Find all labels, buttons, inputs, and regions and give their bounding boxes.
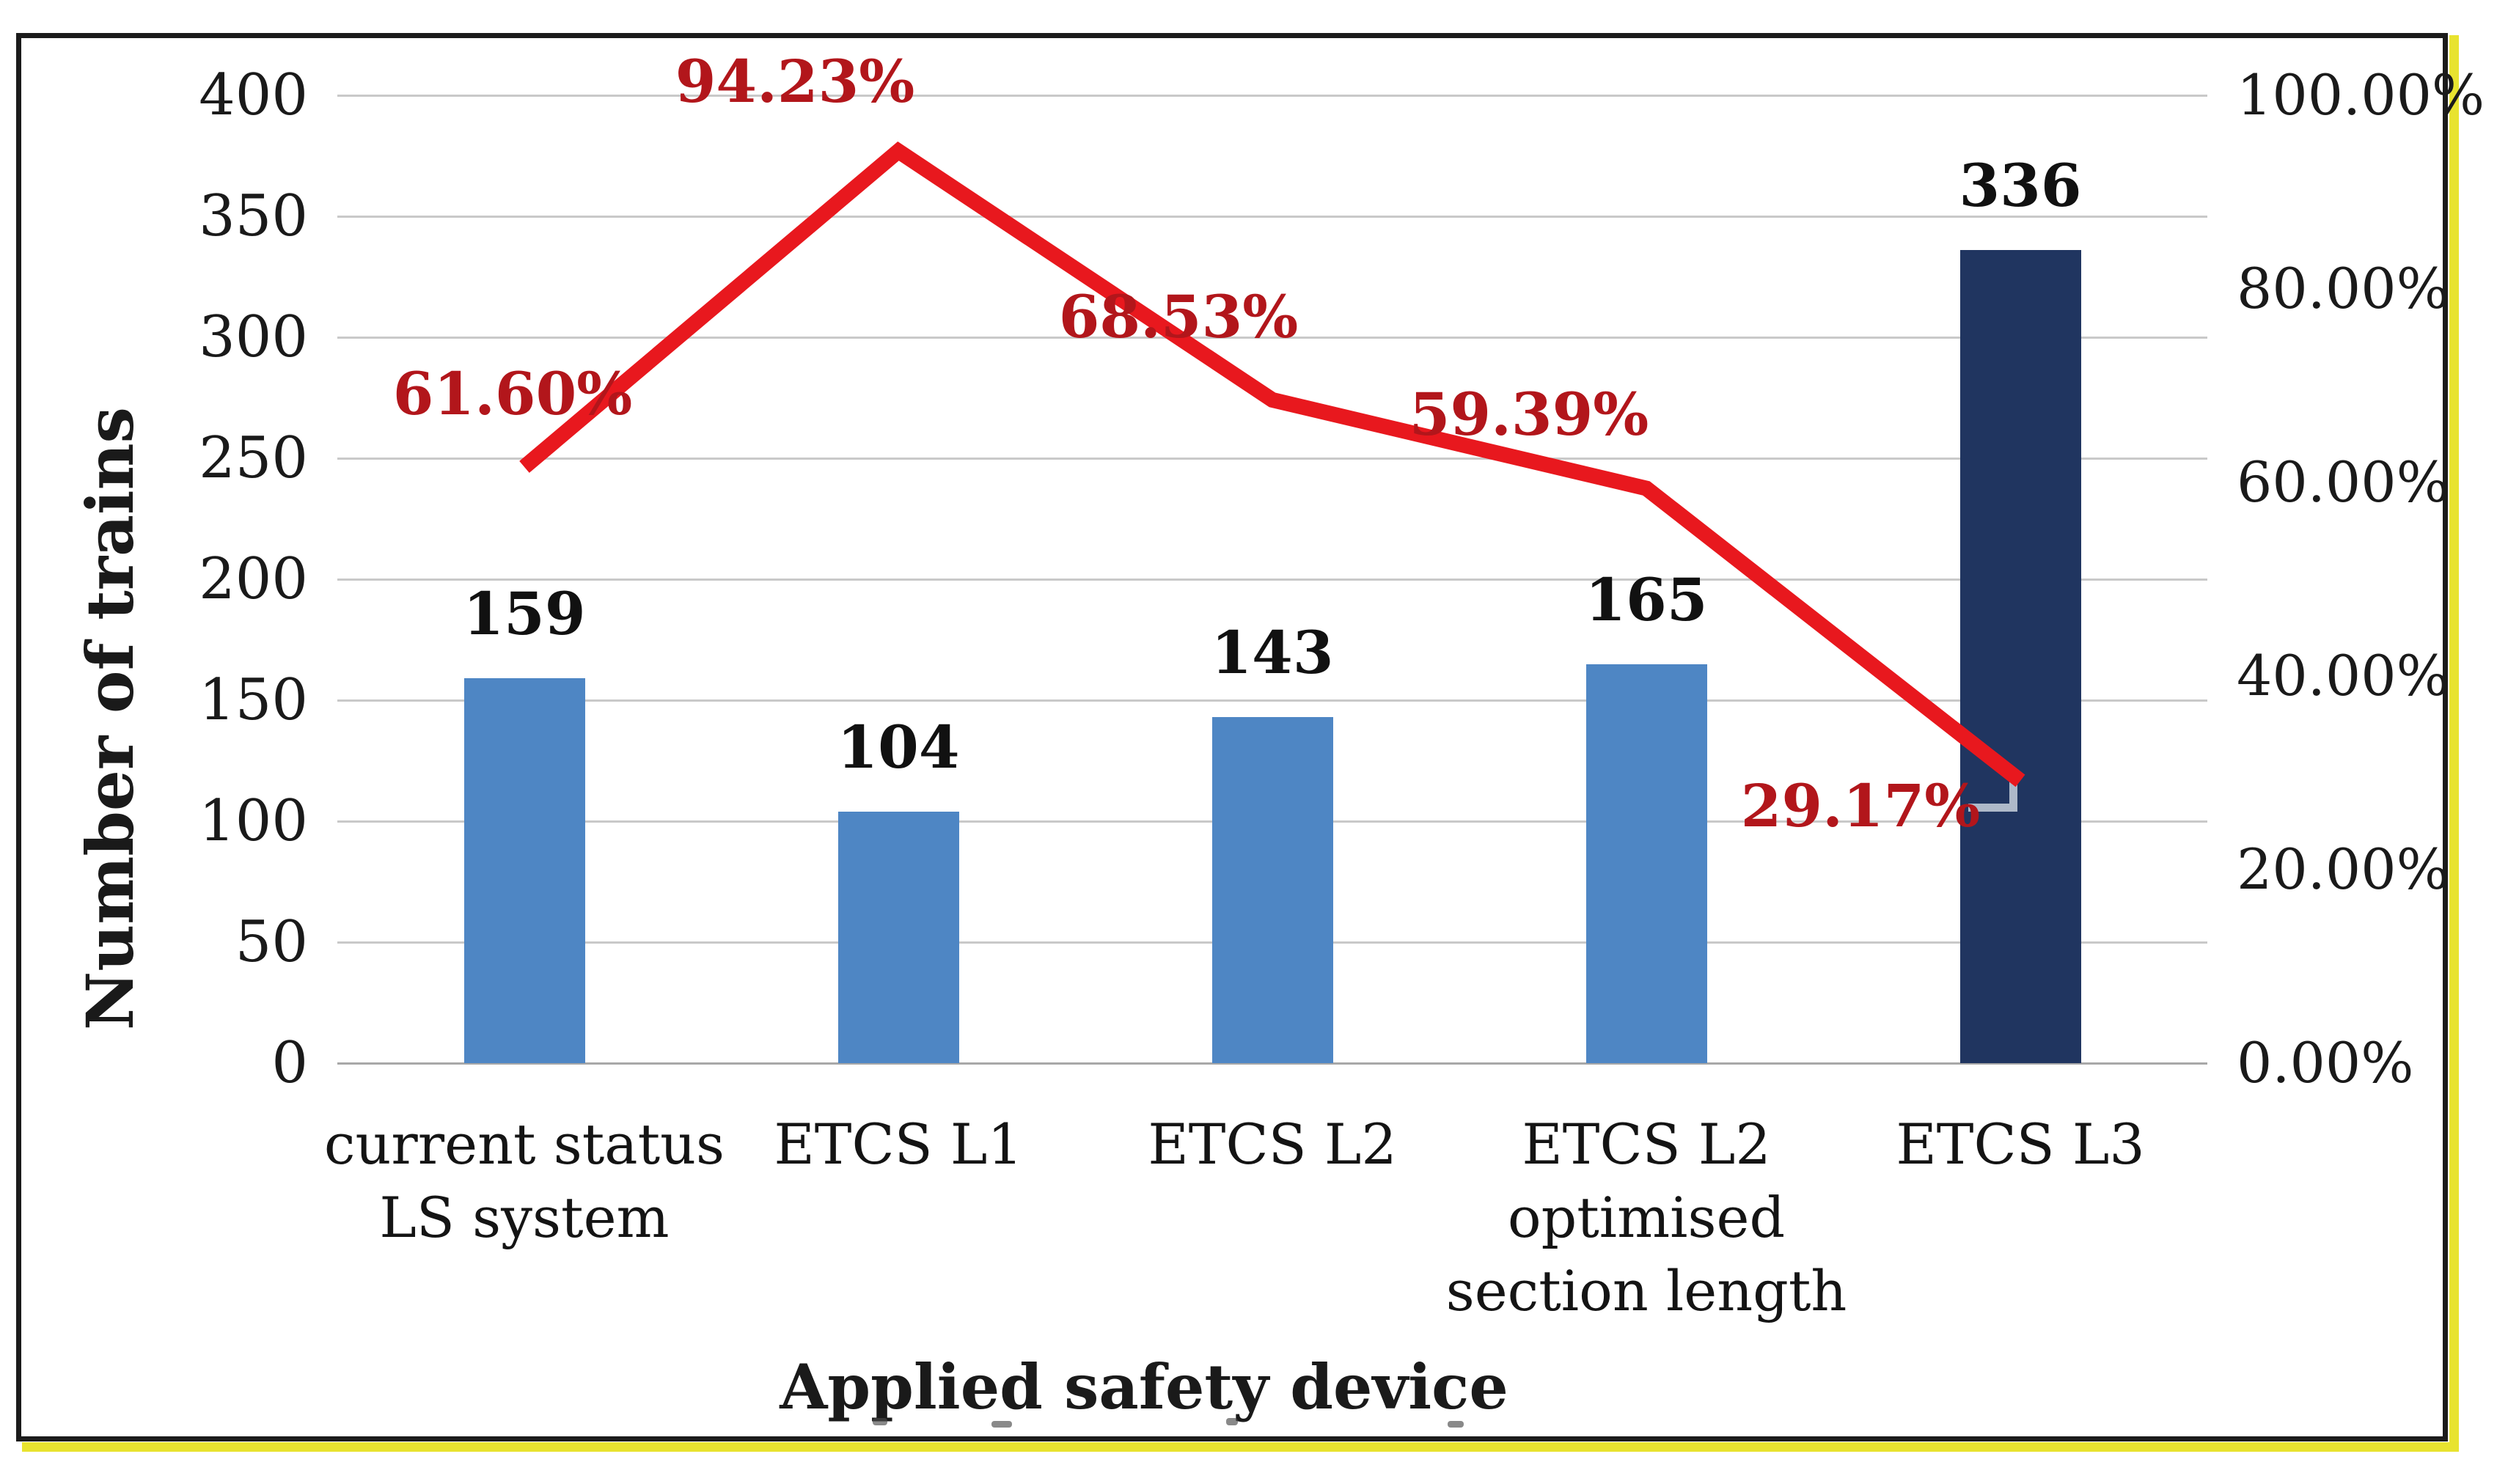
- chart-border-frame: [16, 33, 2448, 1441]
- left-axis-tick-label: 200: [199, 546, 308, 612]
- line-end-marker-icon: [1968, 777, 2017, 812]
- category-label: optimised: [1507, 1185, 1786, 1250]
- right-axis-tick-label: 0.00%: [2237, 1030, 2414, 1095]
- bar-value-label: 104: [837, 712, 960, 782]
- gridline: [337, 457, 2207, 460]
- percent-data-label: 59.39%: [1409, 380, 1649, 449]
- right-axis-tick-label: 20.00%: [2237, 837, 2449, 902]
- percent-data-label: 29.17%: [1740, 771, 1981, 840]
- category-label: ETCS L2: [1522, 1112, 1771, 1177]
- gridline: [337, 699, 2207, 702]
- gridline: [337, 94, 2207, 97]
- right-axis-tick-label: 40.00%: [2237, 643, 2449, 708]
- category-label: LS system: [379, 1185, 670, 1250]
- category-label: ETCS L3: [1896, 1112, 2145, 1177]
- category-label: current status: [323, 1112, 725, 1177]
- bar: [1212, 717, 1333, 1063]
- yellow-accent-right: [2449, 35, 2459, 1452]
- right-axis-tick-label: 100.00%: [2237, 62, 2485, 128]
- percent-data-label: 61.60%: [392, 359, 633, 428]
- percent-data-label: 94.23%: [675, 47, 915, 117]
- category-label: ETCS L2: [1148, 1112, 1397, 1177]
- left-axis-tick-label: 50: [235, 909, 308, 975]
- right-axis-tick-label: 60.00%: [2237, 449, 2449, 515]
- left-axis-tick-label: 0: [271, 1030, 308, 1096]
- left-axis-tick-label: 300: [199, 304, 308, 370]
- left-axis-tick-label: 350: [199, 183, 308, 249]
- right-axis-tick-label: 80.00%: [2237, 256, 2449, 321]
- yellow-accent-bottom: [22, 1442, 2459, 1452]
- bar-value-label: 143: [1211, 618, 1334, 688]
- category-label: ETCS L1: [774, 1112, 1023, 1177]
- bar: [838, 811, 959, 1063]
- percent-data-label: 68.53%: [1058, 282, 1299, 352]
- left-axis-tick-label: 250: [199, 425, 308, 491]
- bar-value-label: 165: [1585, 565, 1708, 634]
- x-axis-title: Applied safety device: [780, 1351, 1508, 1423]
- bar: [1960, 250, 2081, 1063]
- left-axis-tick-label: 100: [199, 788, 308, 854]
- left-axis-tick-label: 400: [199, 62, 308, 128]
- bar: [1586, 664, 1707, 1063]
- bar-value-label: 336: [1959, 151, 2082, 221]
- category-label: section length: [1445, 1258, 1847, 1323]
- x-axis-baseline: [337, 1062, 2207, 1065]
- left-axis-tick-label: 150: [199, 667, 308, 733]
- bar: [464, 678, 585, 1063]
- bar-value-label: 159: [463, 579, 586, 649]
